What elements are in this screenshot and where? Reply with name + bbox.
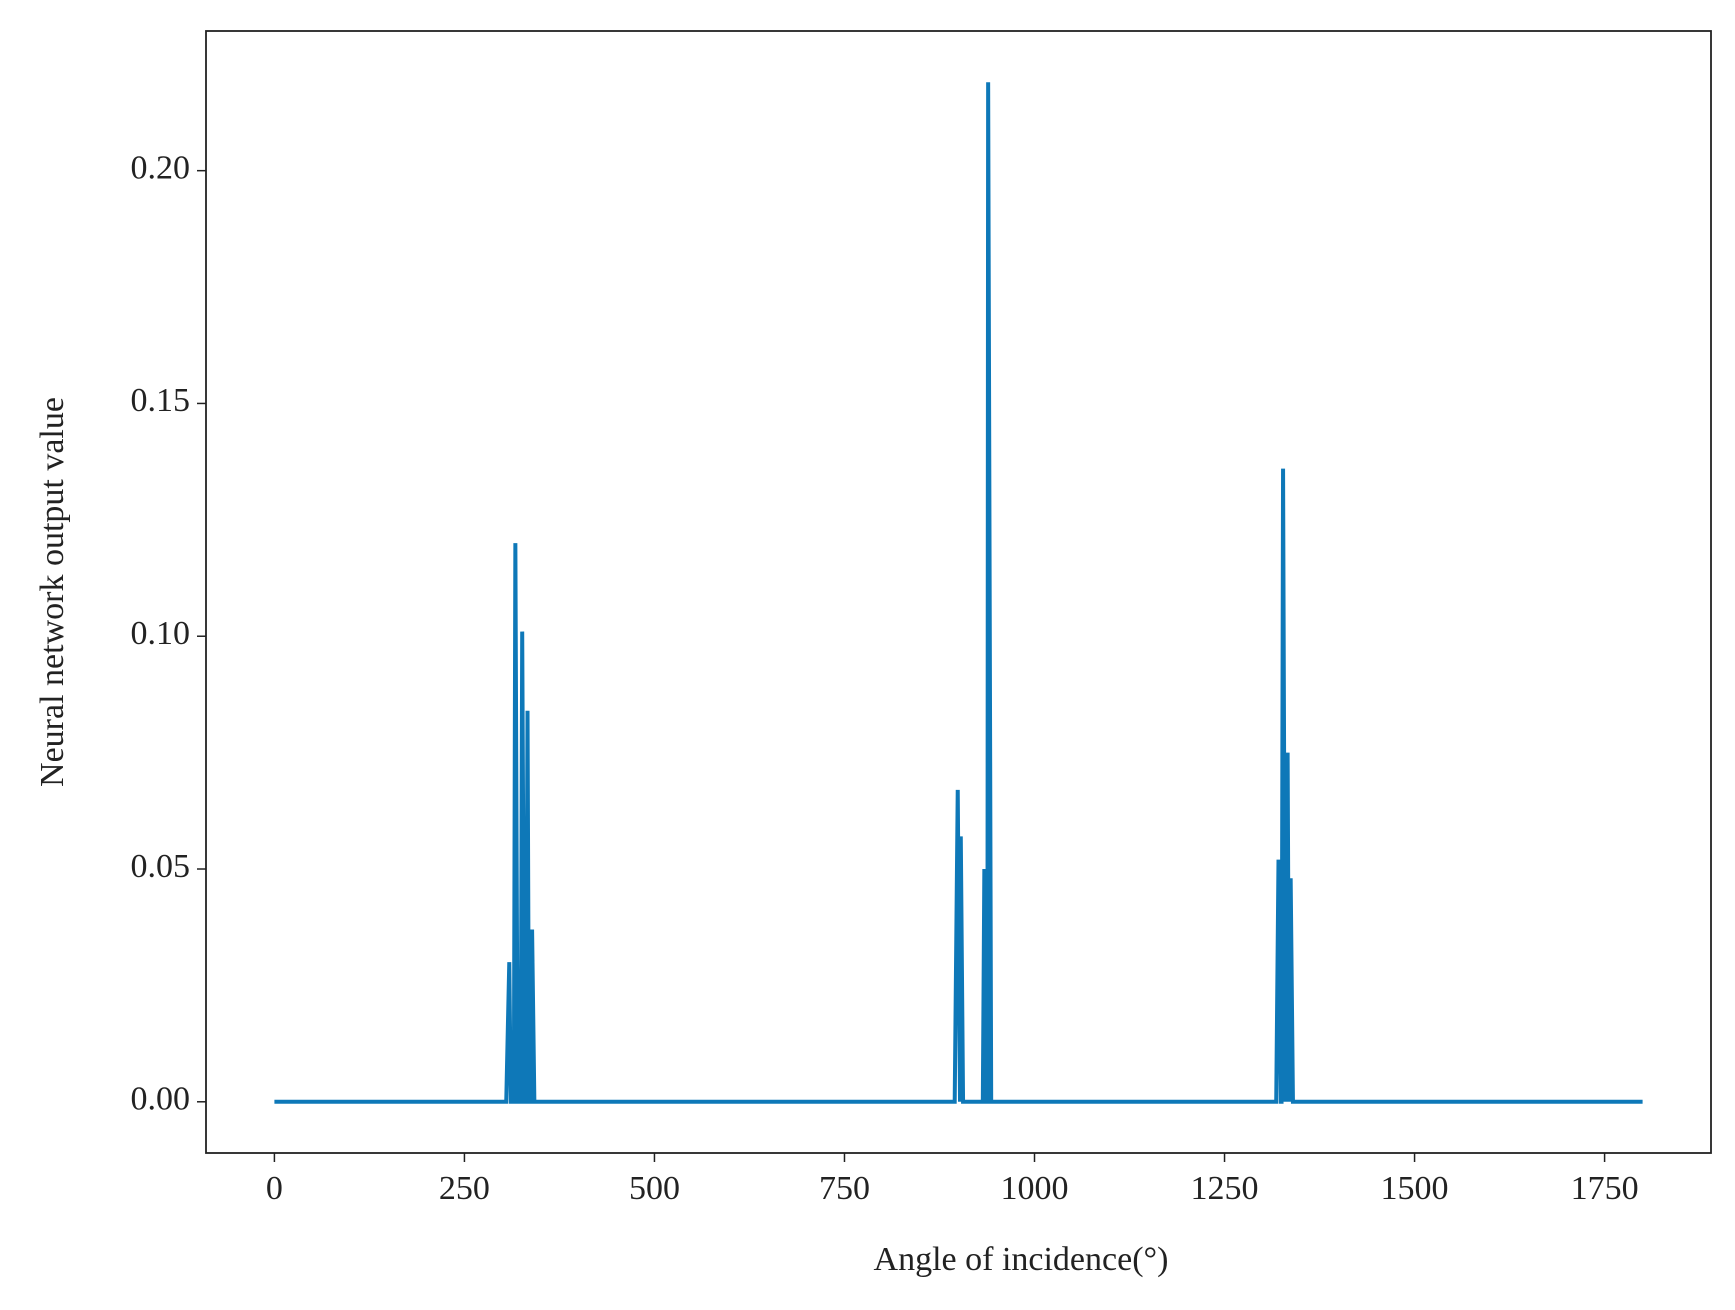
plot-frame (205, 30, 1712, 1154)
x-tick-label: 1750 (1571, 1170, 1639, 1207)
data-line (274, 82, 1643, 1104)
x-tick-label: 250 (439, 1170, 490, 1207)
y-tick-label: 0.00 (131, 1081, 191, 1118)
y-axis-label: Neural network output value (34, 397, 71, 787)
x-tick-label: 0 (266, 1170, 283, 1207)
x-axis-label: Angle of incidence(°) (874, 1241, 1169, 1278)
y-tick-label: 0.15 (131, 382, 191, 419)
x-tick-label: 1250 (1191, 1170, 1259, 1207)
y-tick-label: 0.20 (131, 149, 191, 186)
x-tick-label: 1500 (1381, 1170, 1449, 1207)
x-tick-label: 500 (629, 1170, 680, 1207)
x-tick-label: 1000 (1001, 1170, 1069, 1207)
x-tick-label: 750 (819, 1170, 870, 1207)
y-tick-label: 0.05 (131, 848, 191, 885)
y-tick-label: 0.10 (131, 615, 191, 652)
